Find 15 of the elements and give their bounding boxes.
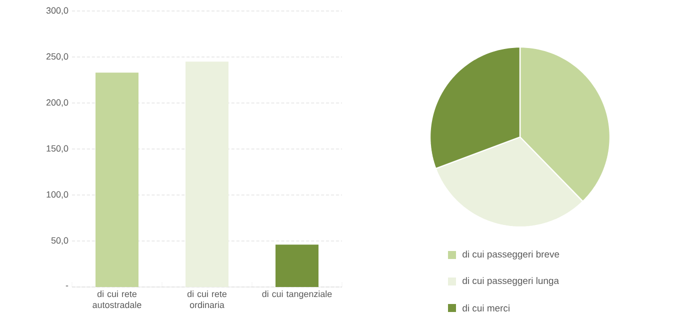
- y-tick-label: 300,0: [46, 7, 68, 15]
- x-tick-label: di cui tangenziale: [262, 290, 332, 299]
- y-tick-label: 50,0: [51, 237, 68, 245]
- bar: [186, 62, 228, 287]
- y-tick-label: 200,0: [46, 99, 68, 107]
- y-tick-label: 150,0: [46, 145, 68, 153]
- x-tick-label: di cui rete autostradale: [92, 290, 142, 308]
- legend-label: di cui passeggeri lunga: [462, 277, 559, 286]
- bar: [276, 244, 318, 287]
- legend-label: di cui passeggeri breve: [462, 250, 560, 260]
- bar: [96, 72, 138, 287]
- legend-label: di cui merci: [462, 304, 510, 312]
- y-tick-label: 100,0: [46, 191, 68, 199]
- x-tick-label: di cui rete ordinaria: [187, 290, 227, 308]
- y-tick-label: 250,0: [46, 53, 68, 61]
